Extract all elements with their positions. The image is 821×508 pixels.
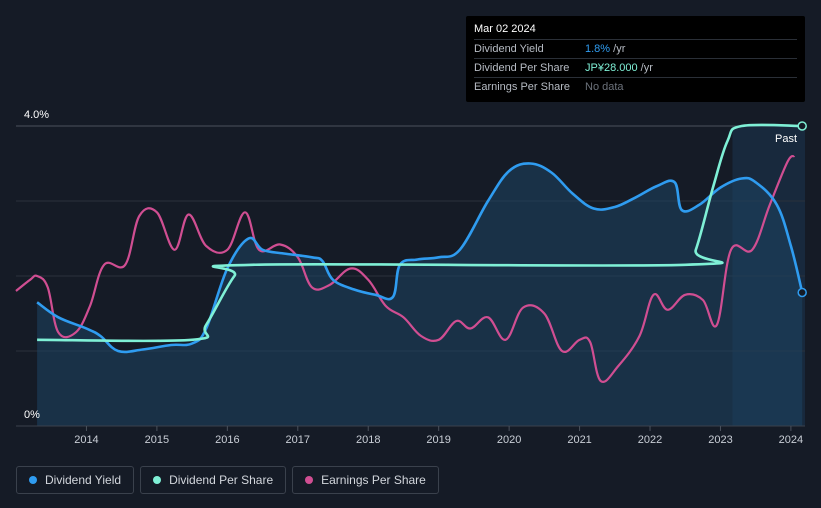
dividend-per-share-line [37,123,803,343]
tooltip-panel: Mar 02 2024 Dividend Yield 1.8% /yr Divi… [466,16,805,102]
chart-legend: Dividend Yield Dividend Per Share Earnin… [16,466,439,494]
legend-dot-icon [29,476,37,484]
x-tick-label: 2019 [426,434,450,446]
legend-earnings-per-share[interactable]: Earnings Per Share [292,466,439,494]
tooltip-unit: /yr [637,62,653,74]
legend-dividend-per-share[interactable]: Dividend Per Share [140,466,287,494]
tooltip-row-dividend-yield: Dividend Yield 1.8% /yr [474,39,797,58]
tooltip-label: Dividend Yield [474,43,544,55]
x-tick-label: 2015 [145,434,169,446]
x-tick-label: 2016 [215,434,239,446]
earnings-per-share-line [15,154,796,384]
dividend-yield-area [37,163,803,426]
x-tick-label: 2023 [708,434,732,446]
dividend-per-share-end-marker [797,121,807,131]
tooltip-label: Dividend Per Share [474,62,570,74]
tooltip-value: JP¥28.000 [585,62,638,74]
x-tick-label: 2020 [497,434,521,446]
y-tick-label-top: 4.0% [24,109,49,121]
legend-label: Earnings Per Share [321,473,426,487]
y-tick-label-bottom: 0% [24,409,40,421]
tooltip-date: Mar 02 2024 [474,23,536,35]
x-tick-label: 2014 [74,434,98,446]
legend-dot-icon [153,476,162,484]
dividend-yield-line [36,162,804,354]
x-tick-label: 2022 [638,434,662,446]
tooltip-value: 1.8% [585,43,611,55]
tooltip-unit: /yr [610,43,626,55]
x-tick-label: 2017 [286,434,310,446]
x-tick-label: 2021 [567,434,591,446]
tooltip-row-earnings-per-share: Earnings Per Share No data [474,77,797,96]
tooltip-label: Earnings Per Share [474,81,570,93]
dividend-yield-end-marker [797,287,807,298]
legend-dividend-yield[interactable]: Dividend Yield [16,466,135,494]
x-axis-ticks: 2014 2015 2016 2017 2018 2019 2020 2021 2022 2023… [74,426,803,446]
x-tick-label: 2024 [779,434,803,446]
legend-label: Dividend Per Share [169,473,274,487]
tooltip-value: No data [585,81,624,93]
tooltip-row-dividend-per-share: Dividend Per Share JP¥28.000 /yr [474,58,797,77]
x-tick-label: 2018 [356,434,380,446]
legend-dot-icon [305,476,314,484]
legend-label: Dividend Yield [45,473,122,487]
past-label: Past [775,133,797,145]
